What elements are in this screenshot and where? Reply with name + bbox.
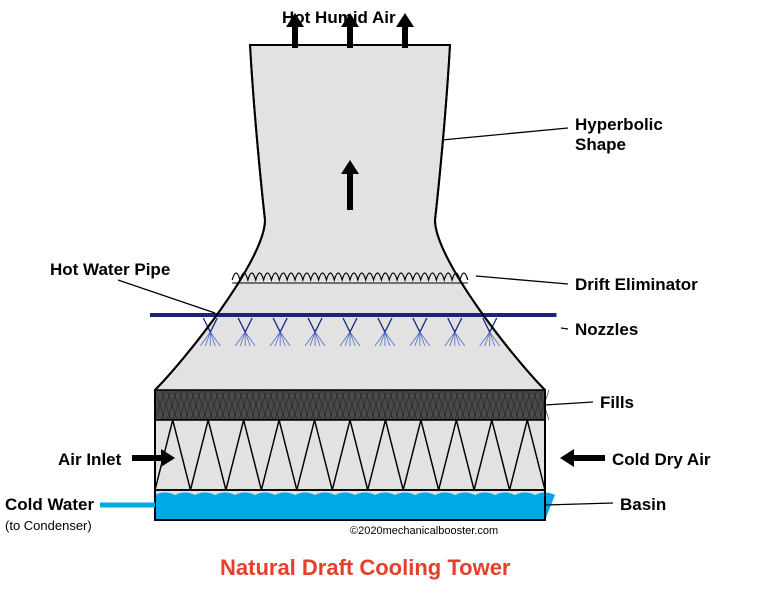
label-cold-dry-air: Cold Dry Air <box>612 450 711 470</box>
label-nozzles: Nozzles <box>575 320 638 340</box>
label-fills: Fills <box>600 393 634 413</box>
copyright-text: ©2020mechanicalbooster.com <box>350 525 498 537</box>
label-air-inlet: Air Inlet <box>58 450 121 470</box>
label-hot-humid-air: Hot Humid Air <box>282 8 396 28</box>
label-hot-water-pipe: Hot Water Pipe <box>50 260 170 280</box>
diagram-title: Natural Draft Cooling Tower <box>220 555 511 581</box>
label-cold-water: Cold Water(to Condenser) <box>5 495 94 535</box>
air-inlet-section <box>155 420 545 490</box>
label-drift-eliminator: Drift Eliminator <box>575 275 698 295</box>
label-basin: Basin <box>620 495 666 515</box>
label-hyperbolic-shape: HyperbolicShape <box>575 115 663 155</box>
